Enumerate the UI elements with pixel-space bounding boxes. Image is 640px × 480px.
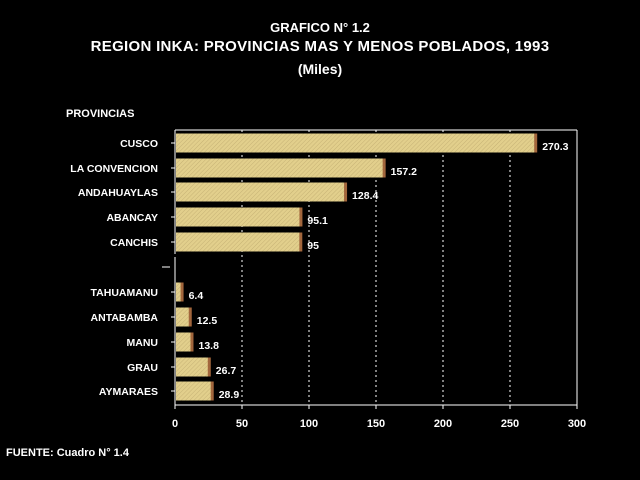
x-tick-label: 200 <box>434 418 452 430</box>
x-tick-label: 50 <box>236 418 248 430</box>
category-label: ABANCAY <box>106 212 158 224</box>
bar-side <box>180 282 184 302</box>
bar-side <box>190 332 194 352</box>
y-axis-label: PROVINCIAS <box>66 108 135 120</box>
data-label: 95 <box>307 240 319 252</box>
data-label: 6.4 <box>189 290 204 302</box>
data-label: 28.9 <box>219 389 240 401</box>
data-label: 26.7 <box>216 365 237 377</box>
category-label: CUSCO <box>120 138 158 150</box>
category-label: GRAU <box>127 362 158 374</box>
category-label: ANTABAMBA <box>91 312 159 324</box>
bar-side <box>344 182 348 202</box>
data-label: 128.4 <box>352 190 378 202</box>
source-note: FUENTE: Cuadro N° 1.4 <box>6 447 129 459</box>
bar <box>176 133 536 153</box>
chart-unit: (Miles) <box>297 61 343 77</box>
bar <box>176 182 346 202</box>
chart-title: GRAFICO N° 1.2 <box>270 20 370 35</box>
bar-side <box>299 232 303 252</box>
bar <box>176 332 192 352</box>
category-label: ANDAHUAYLAS <box>78 187 158 199</box>
data-label: 13.8 <box>198 340 219 352</box>
data-label: 157.2 <box>391 166 417 178</box>
bar <box>176 357 209 377</box>
bar-side <box>188 307 192 327</box>
x-tick-label: 0 <box>172 418 178 430</box>
category-label: AYMARAES <box>99 386 158 398</box>
bar <box>176 207 301 227</box>
bar <box>176 307 190 327</box>
data-label: 270.3 <box>542 141 568 153</box>
data-label: 95.1 <box>307 215 328 227</box>
bar-side <box>207 357 211 377</box>
bar <box>176 282 182 302</box>
category-label: CANCHIS <box>110 237 158 249</box>
category-label: MANU <box>127 337 159 349</box>
bar-side <box>382 158 386 178</box>
bar <box>176 158 384 178</box>
data-label: 12.5 <box>197 315 218 327</box>
chart-subtitle: REGION INKA: PROVINCIAS MAS Y MENOS POBL… <box>90 38 550 55</box>
bar-side <box>534 133 538 153</box>
x-tick-label: 300 <box>568 418 586 430</box>
x-tick-label: 100 <box>300 418 318 430</box>
x-tick-label: 250 <box>501 418 519 430</box>
category-label: LA CONVENCION <box>70 163 158 175</box>
x-tick-label: 150 <box>367 418 385 430</box>
category-label: TAHUAMANU <box>91 287 158 299</box>
bar-side <box>299 207 303 227</box>
bar-side <box>210 381 214 401</box>
bar <box>176 381 212 401</box>
bar <box>176 232 301 252</box>
